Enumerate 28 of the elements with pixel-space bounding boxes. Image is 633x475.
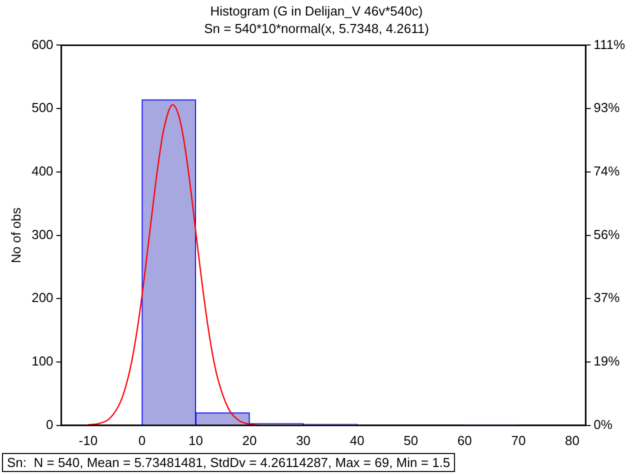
x-tick-label: 80: [565, 432, 580, 448]
y2-tick-label: 0%: [594, 416, 613, 432]
y-tick-label: 500: [32, 100, 54, 116]
y-axis-title: No of obs: [8, 206, 24, 264]
y-tick-label: 300: [32, 226, 54, 242]
chart-title: Histogram (G in Delijan_V 46v*540c): [210, 3, 423, 18]
x-tick-label: 50: [404, 432, 418, 448]
y-tick-label: 100: [32, 354, 54, 369]
y-tick-label: 0: [46, 416, 54, 432]
x-tick-label: 0: [138, 432, 146, 448]
y2-tick-label: 37%: [594, 290, 620, 306]
x-tick-label: -10: [78, 432, 98, 448]
y2-tick-label: 56%: [594, 226, 620, 242]
y-tick-label: 600: [32, 36, 54, 52]
x-tick-label: 30: [296, 432, 311, 448]
y2-tick-label: 93%: [594, 100, 620, 116]
y2-tick-label: 111%: [594, 36, 626, 52]
y2-tick-label: 19%: [594, 354, 620, 369]
text: Sn: N = 540, Mean = 5.73481481, StdDv = 4.26114287, Max = 69, Min = 1.5: [2, 453, 456, 472]
x-tick-label: 70: [511, 432, 526, 448]
x-tick-label: 10: [188, 432, 203, 448]
chart-subtitle: Sn = 540*10*normal(x, 5.7348, 4.2611): [204, 20, 429, 36]
y2-tick-label: 74%: [594, 164, 620, 179]
x-tick-label: 40: [350, 432, 364, 448]
y-tick-label: 200: [32, 290, 54, 306]
y-tick-label: 400: [32, 164, 54, 179]
x-tick-label: 20: [242, 432, 257, 448]
x-tick-label: 60: [457, 432, 472, 448]
